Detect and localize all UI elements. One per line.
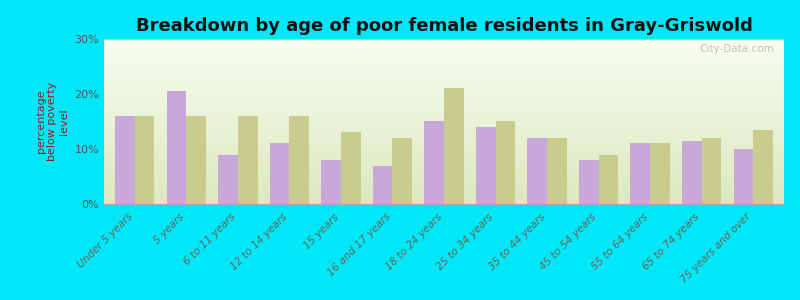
Bar <box>290 116 309 204</box>
Bar <box>702 138 721 204</box>
Bar <box>650 143 670 204</box>
Bar <box>425 122 444 204</box>
Bar <box>547 138 566 204</box>
Bar <box>341 133 361 204</box>
Bar <box>753 130 773 204</box>
Title: Breakdown by age of poor female residents in Gray-Griswold: Breakdown by age of poor female resident… <box>135 17 753 35</box>
Bar <box>238 116 258 204</box>
Bar <box>682 141 702 204</box>
Bar <box>270 143 290 204</box>
Bar <box>135 116 154 204</box>
Bar <box>598 154 618 204</box>
Bar <box>393 138 412 204</box>
Bar <box>218 154 238 204</box>
Bar <box>527 138 547 204</box>
Bar <box>444 88 463 204</box>
Bar <box>495 122 515 204</box>
Bar <box>579 160 598 204</box>
Bar <box>186 116 206 204</box>
Text: City-Data.com: City-Data.com <box>699 44 774 54</box>
Bar <box>373 166 393 204</box>
Bar <box>322 160 341 204</box>
Bar <box>734 149 753 204</box>
Bar <box>630 143 650 204</box>
Y-axis label: percentage
below poverty
level: percentage below poverty level <box>36 82 69 161</box>
Bar <box>115 116 135 204</box>
Bar <box>167 91 186 204</box>
Bar <box>476 127 495 204</box>
